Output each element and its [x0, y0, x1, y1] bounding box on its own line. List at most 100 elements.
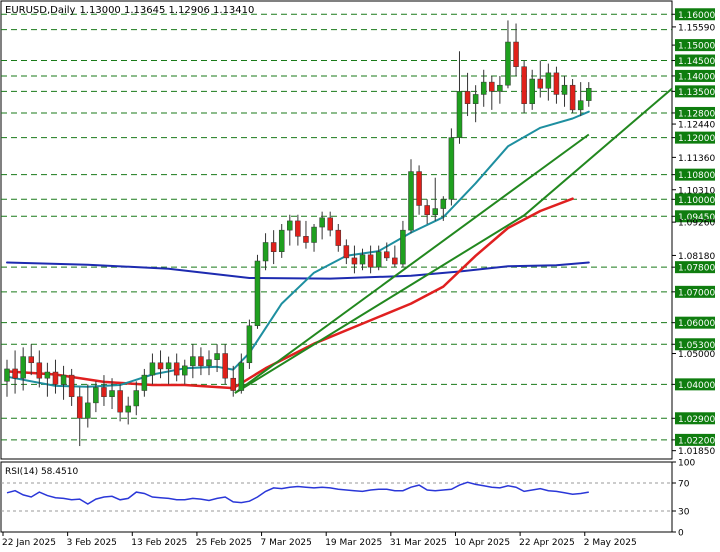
level-label-box: [675, 338, 715, 351]
price-tick-label: 1.16000: [678, 11, 715, 21]
candle-bearish: [569, 79, 576, 113]
level-label-box: [675, 412, 715, 425]
rsi-tick-label: 0: [678, 529, 684, 539]
candle-bearish: [521, 60, 527, 113]
candle-bullish: [254, 254, 261, 329]
candle-bearish: [384, 242, 390, 261]
candle-bullish: [311, 223, 317, 252]
candle-bullish: [529, 69, 535, 110]
ma-slow-line: [6, 261, 590, 280]
price-tick-label: 1.14000: [678, 72, 715, 82]
candle-bullish: [4, 359, 10, 397]
candle-body: [278, 229, 285, 252]
price-tick-label: 1.07800: [678, 264, 715, 274]
rsi-tick-label: 30: [678, 508, 690, 518]
candle-body: [133, 390, 140, 407]
price-tick-label: 1.10000: [678, 196, 715, 206]
candle-body: [36, 362, 43, 379]
candle-bearish: [101, 375, 107, 406]
candle-bearish: [537, 60, 544, 98]
candle-bullish: [319, 211, 325, 240]
price-tick-label: 1.12800: [678, 109, 715, 119]
candle-body: [464, 91, 471, 104]
candle-body: [569, 84, 576, 111]
candle-body: [109, 390, 115, 397]
level-label-box: [675, 316, 715, 329]
date-axis: 22 Jan 2025 3 Feb 2025 13 Feb 2025 25 Feb 2…: [2, 532, 637, 548]
candle-body: [206, 359, 212, 367]
candle-bearish: [416, 165, 422, 215]
price-tick-label: 1.10310: [678, 186, 715, 196]
candle-bullish: [432, 177, 438, 221]
candle-bullish: [375, 245, 382, 271]
candle-bullish: [165, 356, 172, 385]
level-label-box: [675, 210, 715, 223]
candle-body: [76, 396, 83, 419]
candle-bearish: [68, 368, 75, 406]
candle-bearish: [513, 23, 519, 76]
candle-body: [311, 226, 317, 243]
symbol-label: EURUSD,Daily: [5, 5, 76, 16]
candle-body: [400, 229, 406, 265]
candle-body: [28, 356, 34, 364]
candle-body: [408, 171, 414, 231]
candle-bearish: [303, 220, 309, 249]
candle-body: [351, 257, 358, 265]
price-tick-label: 1.07000: [678, 288, 715, 298]
candle-body: [60, 374, 67, 385]
candle-body: [52, 371, 59, 385]
price-tick-label: 1.04000: [678, 381, 715, 391]
level-lines: [1, 13, 672, 441]
candle-body: [327, 217, 333, 231]
candle-bullish: [85, 384, 91, 428]
level-label-box: [675, 106, 715, 119]
level-label-box: [675, 285, 715, 298]
level-label-box: [675, 168, 715, 181]
candle-body: [173, 362, 180, 376]
date-tick-label: 10 Apr 2025: [454, 538, 510, 548]
candle-body: [157, 362, 164, 370]
candle-body: [198, 356, 204, 367]
candle-bearish: [52, 359, 59, 394]
candle-body: [85, 402, 91, 419]
date-tick-label: 22 Jan 2025: [2, 538, 56, 548]
candle-bullish: [20, 347, 26, 391]
level-label-box: [675, 69, 715, 82]
candle-body: [480, 81, 487, 95]
candle-bearish: [553, 66, 560, 104]
candle-body: [367, 254, 374, 268]
date-tick-label: 2 May 2025: [584, 538, 637, 548]
candles: [4, 20, 592, 447]
rsi-tick-label: 100: [678, 459, 695, 469]
candle-bullish: [287, 214, 293, 246]
candle-bullish: [93, 381, 99, 413]
price-tick-label: 1.09260: [678, 219, 715, 229]
candle-body: [44, 371, 51, 379]
price-tick-label: 1.05300: [678, 341, 715, 351]
candle-bearish: [36, 350, 43, 388]
price-tick-label: 1.02200: [678, 436, 715, 446]
candle-body: [125, 405, 131, 413]
candle-body: [12, 368, 18, 379]
candle-body: [270, 242, 277, 252]
candle-body: [303, 236, 309, 243]
candle-body: [529, 78, 535, 104]
candle-bullish: [545, 63, 552, 101]
candle-bullish: [141, 368, 148, 397]
candle-bullish: [182, 359, 188, 385]
candle-body: [165, 362, 172, 370]
level-label-box: [675, 193, 715, 206]
candle-bullish: [472, 85, 479, 123]
candle-body: [238, 362, 245, 391]
trendline: [234, 87, 673, 394]
candle-bearish: [335, 223, 342, 252]
candle-body: [472, 94, 479, 104]
candle-body: [117, 390, 123, 413]
price-tick-label: 1.13500: [678, 88, 715, 98]
date-tick-label: 7 Mar 2025: [261, 538, 312, 548]
candle-body: [513, 41, 519, 67]
date-tick-label: 22 Apr 2025: [519, 538, 575, 548]
candle-bearish: [28, 344, 34, 376]
indicator-lines: [5, 87, 673, 394]
